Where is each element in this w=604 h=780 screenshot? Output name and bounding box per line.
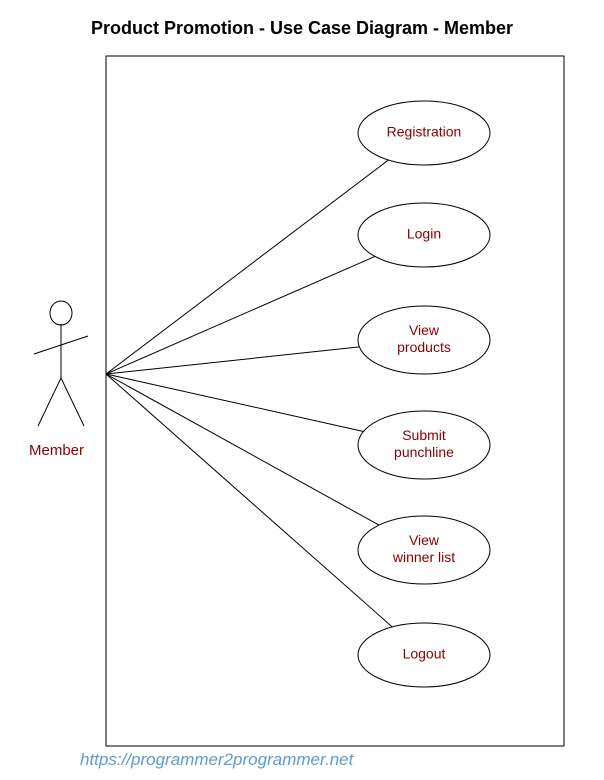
actor-leg-right (61, 378, 84, 426)
use-case-label: View (409, 532, 440, 548)
use-case-label: Submit (402, 427, 446, 443)
use-case-label: winner list (392, 549, 455, 565)
use-case-label: Logout (403, 646, 446, 662)
actor-leg-left (38, 378, 61, 426)
footer-link: https://programmer2programmer.net (80, 750, 353, 770)
use-case-label: products (397, 339, 451, 355)
actor-label: Member (29, 442, 84, 459)
system-boundary (106, 56, 564, 746)
use-case-label: punchline (394, 444, 454, 460)
use-case-label: Registration (387, 124, 462, 140)
use-case-label: Login (407, 226, 441, 242)
use-case-diagram: RegistrationLoginViewproductsSubmitpunch… (0, 0, 604, 780)
use-case-label: View (409, 322, 440, 338)
actor-head (50, 301, 72, 325)
